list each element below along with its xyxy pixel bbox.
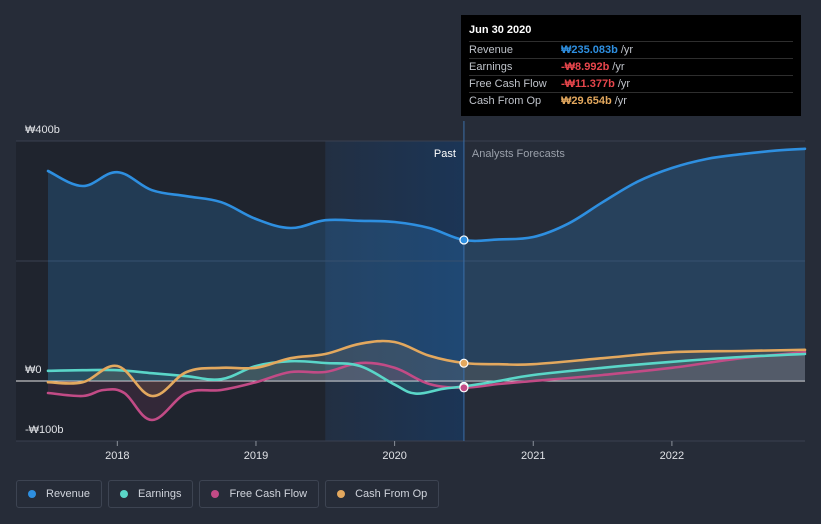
tooltip-row: Free Cash Flow -₩11.377b/yr [469, 75, 793, 92]
legend-label: Revenue [46, 488, 91, 500]
cash-from-op-line [46, 339, 807, 398]
legend-label: Free Cash Flow [229, 488, 308, 500]
y-tick-label: ₩400b [25, 124, 60, 136]
tooltip-value: ₩235.083b [561, 44, 618, 56]
tooltip-unit: /yr [617, 78, 631, 90]
legend-item-cash-from-op[interactable]: Cash From Op [325, 480, 440, 508]
free-cash-flow-area [48, 352, 805, 420]
past-region [16, 141, 326, 441]
legend-label: Earnings [138, 488, 182, 500]
free-cash-flow-marker [459, 383, 469, 393]
legend-dot-icon [337, 490, 346, 498]
past-label: Past [434, 148, 456, 160]
y-tick-label: ₩0 [25, 364, 42, 376]
tooltip-value: -₩8.992b [561, 61, 610, 73]
cash-from-op-area [48, 340, 805, 397]
legend-item-revenue[interactable]: Revenue [16, 480, 103, 508]
x-tick-label: 2022 [660, 450, 684, 462]
tooltip-label: Earnings [469, 61, 513, 73]
tooltip-unit: /yr [620, 44, 634, 56]
x-tick-label: 2020 [382, 450, 406, 462]
tooltip-row: Revenue ₩235.083b/yr [469, 41, 793, 58]
x-tick-label: 2021 [521, 450, 545, 462]
tooltip-unit: /yr [614, 95, 627, 107]
forecast-label: Analysts Forecasts [472, 148, 565, 160]
tooltip-row: Earnings -₩8.992b/yr [469, 58, 793, 75]
legend-dot-icon [120, 490, 129, 498]
revenue-line [46, 147, 807, 243]
data-tooltip: Jun 30 2020 Revenue ₩235.083b/yr Earnings -… [461, 15, 801, 116]
tooltip-value: -₩11.377b [561, 78, 615, 90]
legend-dot-icon [211, 490, 220, 498]
legend-dot-icon [28, 490, 36, 498]
tooltip-date: Jun 30 2020 [469, 24, 532, 36]
legend-item-free-cash-flow[interactable]: Free Cash Flow [199, 480, 320, 508]
revenue-area [48, 148, 805, 381]
legend-item-earnings[interactable]: Earnings [108, 480, 194, 508]
earnings-line [46, 352, 807, 395]
x-tick-label: 2018 [105, 450, 129, 462]
past-highlight-region [325, 141, 464, 441]
tooltip-value: ₩29.654b [561, 95, 612, 107]
chart-legend: Revenue Earnings Free Cash Flow Cash From O… [16, 480, 440, 508]
tooltip-label: Revenue [469, 44, 514, 56]
y-tick-label: -₩100b [25, 424, 64, 436]
revenue-marker [459, 235, 469, 245]
cash-from-op-marker [459, 358, 469, 368]
tooltip-label: Cash From Op [469, 95, 542, 107]
tooltip-unit: /yr [612, 61, 625, 73]
tooltip-label: Free Cash Flow [469, 78, 547, 90]
tooltip-row: Cash From Op ₩29.654b/yr [469, 92, 793, 109]
x-tick-label: 2019 [244, 450, 268, 462]
legend-label: Cash From Op [355, 488, 428, 500]
